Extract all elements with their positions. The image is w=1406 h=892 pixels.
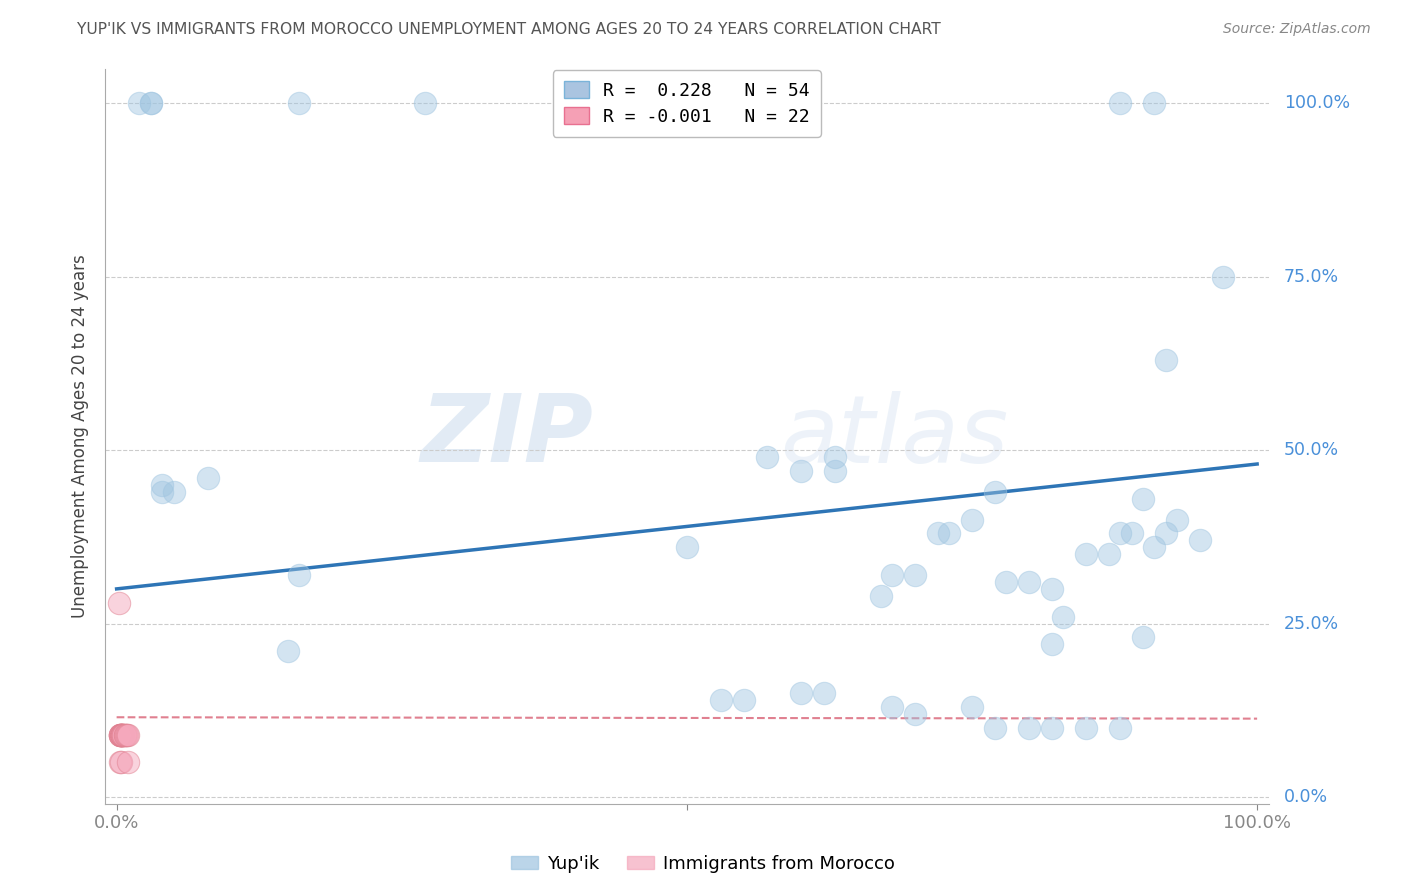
Point (114, 728, 136, 742)
Point (150, 478, 173, 492)
Point (117, 756, 139, 770)
Point (790, 464, 813, 478)
Point (112, 728, 135, 742)
Point (139, 96, 162, 111)
Point (111, 728, 134, 742)
Point (1189, 533, 1212, 548)
Point (1143, 96, 1166, 111)
Point (117, 728, 139, 742)
Point (1040, 637, 1063, 651)
Point (960, 512, 983, 526)
Point (111, 728, 134, 742)
Text: ZIP: ZIP (420, 391, 593, 483)
Text: 100.0%: 100.0% (1284, 95, 1350, 112)
Point (1074, 547, 1097, 561)
Point (112, 728, 135, 742)
Point (277, 644, 299, 658)
Point (139, 96, 162, 111)
Point (288, 96, 311, 111)
Point (882, 568, 904, 582)
Point (110, 728, 132, 742)
Point (904, 568, 927, 582)
Text: 25.0%: 25.0% (1284, 615, 1339, 632)
Text: 75.0%: 75.0% (1284, 268, 1339, 285)
Point (111, 728, 134, 742)
Point (413, 96, 436, 111)
Point (1166, 512, 1188, 526)
Point (984, 721, 1007, 735)
Point (1154, 526, 1177, 541)
Point (995, 574, 1018, 589)
Point (960, 699, 983, 714)
Y-axis label: Unemployment Among Ages 20 to 24 years: Unemployment Among Ages 20 to 24 years (72, 254, 89, 618)
Point (1154, 353, 1177, 368)
Point (1040, 721, 1063, 735)
Point (710, 693, 733, 707)
Text: 50.0%: 50.0% (1284, 442, 1339, 459)
Point (869, 589, 891, 603)
Point (1052, 609, 1074, 624)
Point (790, 686, 813, 700)
Point (1040, 582, 1063, 596)
Point (984, 484, 1007, 499)
Text: Source: ZipAtlas.com: Source: ZipAtlas.com (1223, 22, 1371, 37)
Point (108, 728, 131, 742)
Point (108, 728, 131, 742)
Point (1109, 526, 1132, 541)
Point (1109, 96, 1132, 111)
Point (197, 471, 219, 485)
Point (1143, 541, 1166, 555)
Point (824, 450, 846, 464)
Point (108, 728, 131, 742)
Point (938, 526, 960, 541)
Point (288, 568, 311, 582)
Point (1132, 491, 1154, 506)
Point (824, 464, 846, 478)
Point (114, 728, 136, 742)
Legend: Yup'ik, Immigrants from Morocco: Yup'ik, Immigrants from Morocco (505, 848, 901, 880)
Point (111, 728, 134, 742)
Point (1074, 721, 1097, 735)
Point (150, 484, 173, 499)
Point (1109, 721, 1132, 735)
Text: YUP'IK VS IMMIGRANTS FROM MOROCCO UNEMPLOYMENT AMONG AGES 20 TO 24 YEARS CORRELA: YUP'IK VS IMMIGRANTS FROM MOROCCO UNEMPL… (77, 22, 941, 37)
Point (1121, 526, 1143, 541)
Point (108, 596, 131, 610)
Legend: R =  0.228   N = 54, R = -0.001   N = 22: R = 0.228 N = 54, R = -0.001 N = 22 (553, 70, 821, 136)
Point (1132, 631, 1154, 645)
Point (813, 686, 835, 700)
Point (163, 484, 186, 499)
Point (755, 450, 778, 464)
Point (128, 96, 150, 111)
Point (676, 541, 699, 555)
Point (1098, 547, 1121, 561)
Point (114, 728, 136, 742)
Point (108, 728, 131, 742)
Point (733, 693, 755, 707)
Point (882, 699, 904, 714)
Point (108, 756, 131, 770)
Point (1018, 721, 1040, 735)
Text: atlas: atlas (780, 391, 1008, 482)
Point (904, 706, 927, 721)
Text: 0.0%: 0.0% (1284, 788, 1327, 806)
Point (115, 728, 138, 742)
Point (110, 728, 132, 742)
Point (927, 526, 949, 541)
Point (1212, 269, 1234, 284)
Point (1018, 574, 1040, 589)
Point (110, 728, 132, 742)
Point (110, 756, 132, 770)
